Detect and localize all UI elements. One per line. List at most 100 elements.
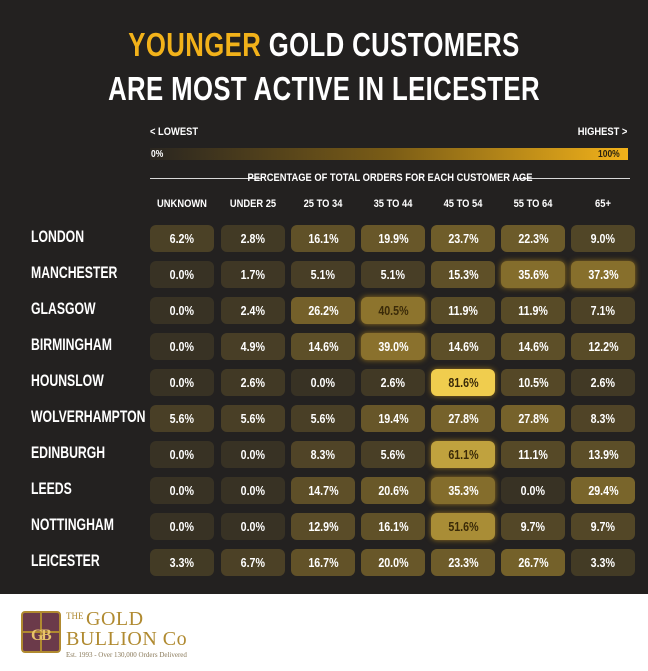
- column-header: 65+: [595, 198, 611, 210]
- cell-value-label: 35.3%: [447, 483, 479, 498]
- cell-value-label: 5.6%: [380, 447, 406, 462]
- heatmap-cell: 5.6%: [221, 405, 285, 432]
- cell-value-label: 5.6%: [169, 411, 195, 426]
- cell-value-label: 61.1%: [447, 447, 479, 462]
- column-header: UNDER 25: [229, 198, 277, 210]
- heatmap-cell: 0.0%: [501, 477, 565, 504]
- row-label: MANCHESTER: [31, 263, 118, 282]
- cell-value-label: 2.4%: [240, 303, 266, 318]
- heatmap-cell: 2.6%: [571, 369, 635, 396]
- heatmap-cell: 14.6%: [291, 333, 355, 360]
- heatmap-cell: 61.1%: [431, 441, 495, 468]
- heatmap-cell: 26.2%: [291, 297, 355, 324]
- cell-value-label: 39.0%: [377, 339, 409, 354]
- heatmap-cell: 20.0%: [361, 549, 425, 576]
- heatmap-cell: 0.0%: [150, 261, 214, 288]
- heatmap-cell: 3.3%: [571, 549, 635, 576]
- cell-value-label: 9.0%: [590, 231, 616, 246]
- logo-bullion: BULLION Co: [66, 628, 188, 650]
- heatmap-cell: 14.7%: [291, 477, 355, 504]
- column-header: 35 TO 44: [373, 198, 413, 210]
- heatmap-cell: 1.7%: [221, 261, 285, 288]
- heatmap-cell: 0.0%: [221, 513, 285, 540]
- heatmap-cell: 9.7%: [571, 513, 635, 540]
- row-label: LEICESTER: [31, 551, 100, 570]
- heatmap-cell: 27.8%: [501, 405, 565, 432]
- cell-value-label: 19.4%: [377, 411, 409, 426]
- heatmap-cell: 0.0%: [150, 369, 214, 396]
- heatmap-cell: 16.1%: [361, 513, 425, 540]
- heatmap-cell: 2.6%: [361, 369, 425, 396]
- cell-value-label: 5.6%: [240, 411, 266, 426]
- title-rest: GOLD CUSTOMERS: [261, 26, 520, 63]
- heatmap-cell: 0.0%: [150, 513, 214, 540]
- heatmap-cell: 12.9%: [291, 513, 355, 540]
- cell-value-label: 16.7%: [307, 555, 339, 570]
- heatmap-cell: 19.9%: [361, 225, 425, 252]
- cell-value-label: 0.0%: [310, 375, 336, 390]
- cell-value-label: 0.0%: [240, 447, 266, 462]
- cell-value-label: 26.2%: [307, 303, 339, 318]
- cell-value-label: 0.0%: [520, 483, 546, 498]
- cell-value-label: 51.6%: [447, 519, 479, 534]
- heatmap-cell: 12.2%: [571, 333, 635, 360]
- row-label: WOLVERHAMPTON: [31, 407, 146, 426]
- heatmap-cell: 2.4%: [221, 297, 285, 324]
- cell-value-label: 12.9%: [307, 519, 339, 534]
- cell-value-label: 35.6%: [517, 267, 549, 282]
- chart-title-line-2: ARE MOST ACTIVE IN LEICESTER: [108, 70, 540, 107]
- scale-low-label: < LOWEST: [150, 126, 199, 138]
- cell-value-label: 10.5%: [517, 375, 549, 390]
- heatmap-cell: 14.6%: [431, 333, 495, 360]
- footer: [0, 594, 648, 671]
- heatmap-cell: 0.0%: [221, 477, 285, 504]
- cell-value-label: 11.9%: [518, 303, 548, 318]
- heatmap-cell: 3.3%: [150, 549, 214, 576]
- cell-value-label: 15.3%: [447, 267, 479, 282]
- cell-value-label: 23.7%: [447, 231, 479, 246]
- chart-panel: YOUNGER GOLD CUSTOMERS ARE MOST ACTIVE I…: [0, 0, 648, 594]
- heatmap-cell: 4.9%: [221, 333, 285, 360]
- heatmap-cell: 0.0%: [291, 369, 355, 396]
- heatmap-cell: 27.8%: [431, 405, 495, 432]
- cell-value-label: 14.7%: [307, 483, 339, 498]
- heatmap-cell: 0.0%: [150, 477, 214, 504]
- heatmap-cell: 23.7%: [431, 225, 495, 252]
- cell-value-label: 22.3%: [517, 231, 549, 246]
- cell-value-label: 14.6%: [517, 339, 549, 354]
- cell-value-label: 14.6%: [447, 339, 479, 354]
- cell-value-label: 1.7%: [240, 267, 266, 282]
- cell-value-label: 7.1%: [590, 303, 616, 318]
- cell-value-label: 8.3%: [310, 447, 336, 462]
- svg-text:G: G: [31, 627, 44, 644]
- row-label: NOTTINGHAM: [31, 515, 114, 534]
- cell-value-label: 14.6%: [307, 339, 339, 354]
- cell-value-label: 0.0%: [169, 519, 195, 534]
- color-scale-bar: [150, 148, 628, 160]
- heatmap-cell: 26.7%: [501, 549, 565, 576]
- cell-value-label: 6.7%: [240, 555, 266, 570]
- cell-value-label: 27.8%: [447, 411, 479, 426]
- heatmap-cell: 5.1%: [291, 261, 355, 288]
- cell-value-label: 2.8%: [240, 231, 266, 246]
- row-label: EDINBURGH: [31, 443, 106, 462]
- heatmap-cell: 16.1%: [291, 225, 355, 252]
- heatmap-cell: 2.6%: [221, 369, 285, 396]
- chart-title-line-1: YOUNGER GOLD CUSTOMERS: [71, 26, 576, 64]
- heatmap-cell: 5.6%: [361, 441, 425, 468]
- cell-value-label: 8.3%: [590, 411, 616, 426]
- heatmap-cell: 29.4%: [571, 477, 635, 504]
- heatmap-cell: 8.3%: [571, 405, 635, 432]
- heatmap-cell: 5.1%: [361, 261, 425, 288]
- scale-max-text: 100%: [598, 149, 620, 160]
- cell-value-label: 0.0%: [240, 519, 266, 534]
- heatmap-cell: 35.3%: [431, 477, 495, 504]
- cell-value-label: 29.4%: [587, 483, 619, 498]
- heatmap-cell: 6.7%: [221, 549, 285, 576]
- cell-value-label: 37.3%: [587, 267, 619, 282]
- heatmap-cell: 0.0%: [150, 333, 214, 360]
- title-highlight: YOUNGER: [128, 26, 262, 63]
- heatmap-cell: 8.3%: [291, 441, 355, 468]
- heatmap-cell: 5.6%: [150, 405, 214, 432]
- heatmap-cell: 14.6%: [501, 333, 565, 360]
